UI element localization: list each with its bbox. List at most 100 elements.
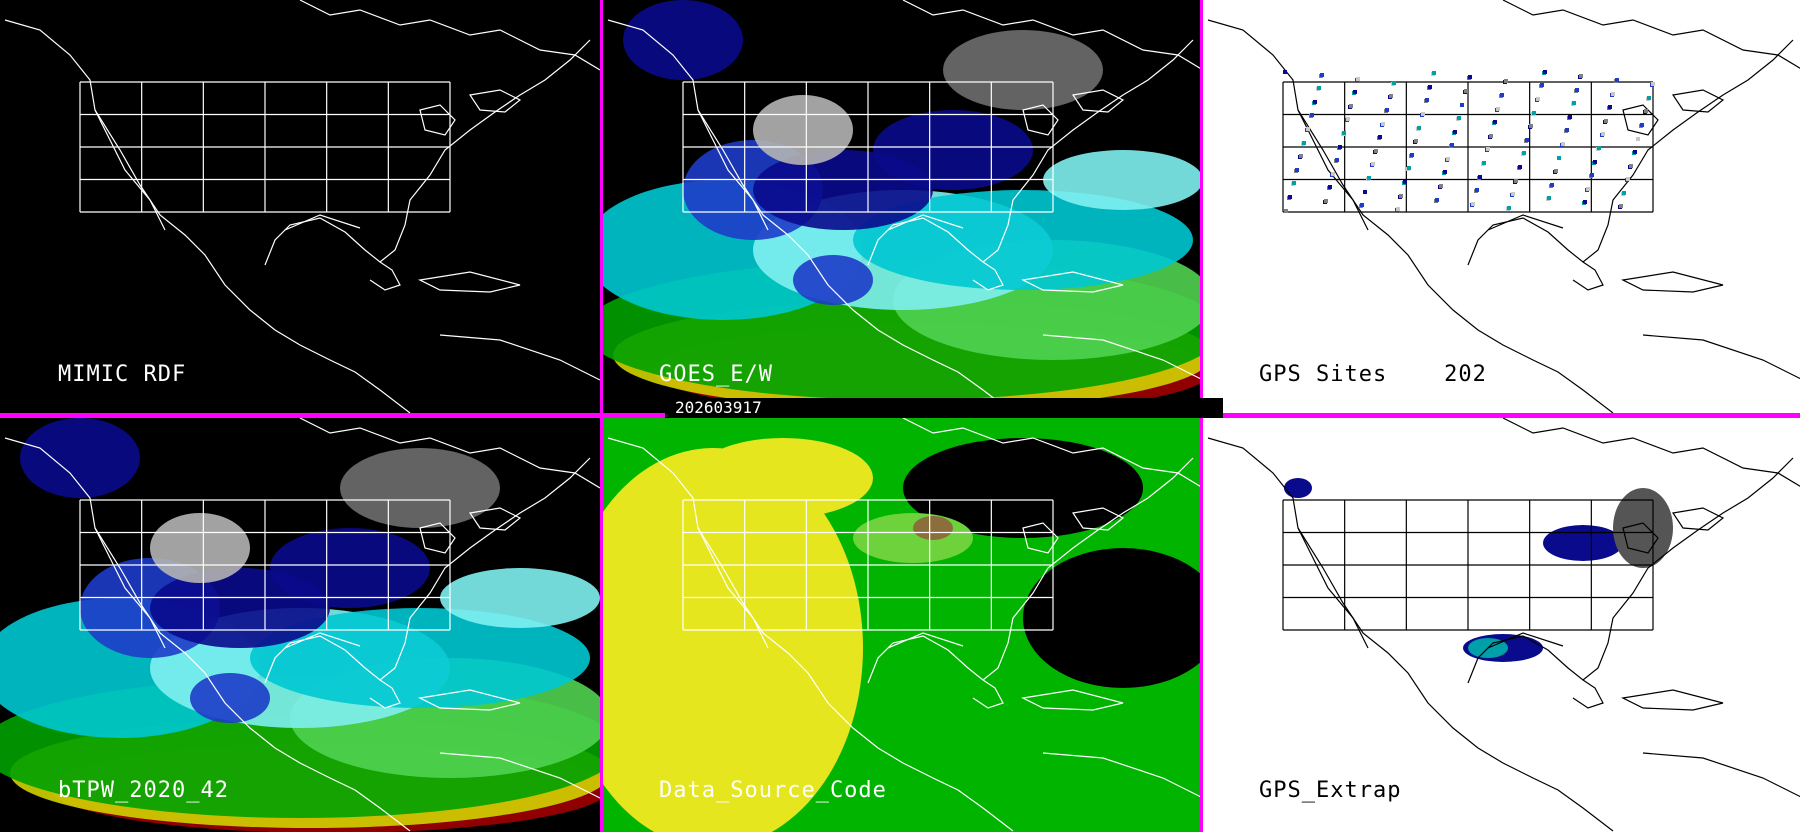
gps-site-marker xyxy=(1313,100,1317,104)
gps-site-marker xyxy=(1543,70,1547,74)
gps-site-marker xyxy=(1432,71,1436,75)
coastline-segment xyxy=(607,437,1014,832)
gps-site-marker xyxy=(1425,98,1429,102)
gps-site-marker xyxy=(1579,74,1583,78)
tpw-region xyxy=(20,418,140,498)
gps-site-marker xyxy=(1529,124,1533,128)
gps-site-marker xyxy=(1525,138,1529,142)
gps-site-marker xyxy=(1338,145,1342,149)
coastline-segment xyxy=(369,261,401,291)
coastline-segment xyxy=(1021,689,1124,711)
gps-site-marker xyxy=(1363,190,1367,194)
gps-site-marker xyxy=(1471,202,1475,206)
coastline-segment xyxy=(972,679,1004,709)
gps-site-marker xyxy=(1557,156,1561,160)
gps-site-marker xyxy=(1482,161,1486,165)
coastline-segment xyxy=(697,527,769,649)
panel-label: GOES_E/W xyxy=(659,362,773,387)
gps-site-marker xyxy=(1288,195,1292,199)
tpw-region xyxy=(190,673,270,723)
extrap-region xyxy=(1284,478,1312,498)
coastline-segment xyxy=(1572,679,1604,709)
gps-site-marker xyxy=(1457,116,1461,120)
coastline-segment xyxy=(1621,689,1724,711)
gps-site-marker xyxy=(1292,181,1296,185)
gps-site-marker xyxy=(1622,191,1626,195)
coastline-segment xyxy=(1467,39,1794,266)
source-region xyxy=(853,513,973,563)
tpw-region xyxy=(1043,150,1200,210)
coastline-segment xyxy=(1071,89,1125,113)
gps-site-marker xyxy=(1493,120,1497,124)
gps-site-marker xyxy=(1522,151,1526,155)
gps-site-marker xyxy=(1636,137,1640,141)
coastline-segment xyxy=(284,214,361,231)
gps-site-marker xyxy=(1453,130,1457,134)
gps-site-marker xyxy=(1464,89,1468,93)
gps-site-marker xyxy=(1604,119,1608,123)
gps-site-marker xyxy=(1360,203,1364,207)
gps-site-marker xyxy=(1403,180,1407,184)
gps-site-marker xyxy=(1299,154,1303,158)
gps-site-marker xyxy=(1435,198,1439,202)
gps-site-marker xyxy=(1514,179,1518,183)
coastline-segment xyxy=(1502,0,1800,69)
coastline-segment xyxy=(94,109,166,231)
gps-site-marker xyxy=(1532,111,1536,115)
gps-site-marker xyxy=(1284,209,1288,213)
gps-site-marker xyxy=(1640,123,1644,127)
gps-site-marker xyxy=(1486,147,1490,151)
tpw-region xyxy=(340,448,500,528)
coastline-segment xyxy=(1042,752,1200,798)
gps-site-marker xyxy=(1342,131,1346,135)
coastline-segment xyxy=(264,39,591,266)
coastline-segment xyxy=(1642,334,1800,380)
map-mimic-rdf xyxy=(4,0,600,413)
coastline-segment xyxy=(887,214,964,231)
coastline-segment xyxy=(607,19,1014,413)
gps-site-marker xyxy=(1504,79,1508,83)
coastline-segment xyxy=(1297,527,1369,649)
coastline-segment xyxy=(1021,271,1124,293)
extrap-region xyxy=(1543,525,1623,561)
panel-label: bTPW_2020_42 xyxy=(58,778,229,803)
tpw-region xyxy=(150,513,250,583)
gps-site-marker xyxy=(1371,162,1375,166)
gps-site-marker xyxy=(1565,128,1569,132)
gps-site-marker xyxy=(1496,107,1500,111)
tpw-region xyxy=(753,95,853,165)
gps-site-marker xyxy=(1590,173,1594,177)
panel-label: Data_Source_Code xyxy=(659,778,887,803)
gps-site-marker xyxy=(1302,141,1306,145)
coastline-segment xyxy=(439,334,600,381)
source-region xyxy=(603,448,863,832)
coastline-segment xyxy=(4,437,411,832)
gps-site-marker xyxy=(1511,192,1515,196)
gps-site-marker xyxy=(1583,200,1587,204)
gps-site-marker xyxy=(1450,143,1454,147)
gps-site-marker xyxy=(1651,82,1655,86)
tpw-region xyxy=(793,255,873,305)
gps-site-marker xyxy=(1349,104,1353,108)
gps-site-marker xyxy=(1615,78,1619,82)
gps-site-marker xyxy=(1586,187,1590,191)
gps-site-marker xyxy=(1389,94,1393,98)
coastline-segment xyxy=(1071,507,1125,531)
no-data-region xyxy=(1023,548,1200,688)
tpw-region xyxy=(853,190,1193,290)
gps-site-marker xyxy=(1507,206,1511,210)
gps-site-marker xyxy=(1396,207,1400,211)
gps-site-marker xyxy=(1608,105,1612,109)
gps-site-marker xyxy=(1644,109,1648,113)
gps-site-marker xyxy=(1597,146,1601,150)
map-gps-sites xyxy=(1207,0,1800,413)
gps-site-marker xyxy=(1320,73,1324,77)
coastline-segment xyxy=(902,0,1200,69)
map-gps-extrap xyxy=(1207,418,1800,832)
source-region xyxy=(693,438,873,518)
panel-gps-extrap: GPS_Extrap xyxy=(1203,418,1800,832)
coastline-segment xyxy=(1642,752,1800,798)
coastline-segment xyxy=(1671,507,1725,531)
map-data-source-code xyxy=(603,418,1200,832)
